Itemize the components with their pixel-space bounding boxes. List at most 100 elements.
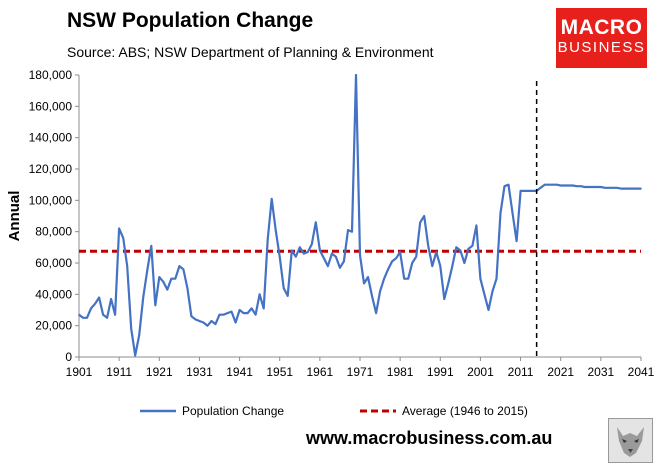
data-point (435, 251, 438, 253)
data-point (122, 237, 124, 239)
data-point (238, 309, 241, 311)
data-point (632, 187, 634, 190)
y-tick-label: 160,000 (29, 99, 73, 113)
data-point (375, 312, 377, 314)
data-point (403, 277, 406, 280)
x-tick-label: 2031 (588, 365, 615, 379)
data-point (126, 265, 128, 267)
data-point (130, 328, 132, 330)
site-url[interactable]: www.macrobusiness.com.au (306, 428, 553, 448)
data-point (539, 187, 542, 189)
legend-label-average: Average (1946 to 2015) (402, 404, 528, 418)
data-point (194, 318, 197, 321)
data-point (443, 298, 446, 300)
population-chart: 0 20,000 40,000 60,000 80,000 100,000 120,000 1… (6, 68, 655, 418)
data-point (246, 312, 249, 314)
data-point (451, 265, 454, 267)
data-point (206, 324, 209, 327)
data-point (295, 255, 297, 258)
data-point (531, 190, 534, 192)
data-point (499, 212, 502, 214)
data-point (198, 320, 201, 322)
data-point (580, 185, 582, 187)
data-point (395, 257, 397, 260)
data-point (383, 277, 385, 280)
data-point (640, 187, 642, 190)
macrobusiness-logo[interactable]: MACRO BUSINESS (556, 8, 647, 68)
data-point (286, 295, 289, 297)
data-point (567, 184, 570, 187)
data-point (134, 354, 136, 357)
data-point (278, 255, 281, 258)
data-point (182, 268, 185, 271)
data-point (202, 321, 205, 324)
data-point (555, 183, 558, 186)
data-point (471, 245, 474, 247)
data-point (303, 252, 305, 255)
page-title: NSW Population Change (67, 9, 314, 32)
data-point (511, 212, 514, 214)
data-point (399, 251, 401, 253)
data-point (262, 307, 265, 310)
x-tick-label: 2041 (628, 365, 655, 379)
data-point (282, 287, 285, 289)
logo-line-2: BUSINESS (557, 39, 646, 56)
data-point (355, 74, 357, 76)
data-point (596, 186, 598, 188)
data-point (86, 317, 88, 319)
data-point (600, 186, 602, 188)
data-point (592, 186, 594, 188)
y-axis-label: Annual (6, 191, 23, 242)
data-point (315, 221, 317, 224)
data-point (78, 313, 80, 316)
data-point (475, 224, 478, 227)
series-layer (78, 73, 642, 357)
data-point (319, 249, 321, 252)
data-point (523, 190, 526, 192)
data-point (90, 307, 92, 310)
x-tick-label: 2001 (467, 365, 494, 379)
y-tick-label: 0 (65, 350, 72, 364)
data-point (363, 282, 365, 285)
data-point (299, 246, 301, 249)
data-point (162, 281, 165, 283)
data-point (455, 246, 458, 249)
x-tick-label: 1931 (186, 365, 213, 379)
data-point (214, 323, 217, 325)
data-point (463, 262, 466, 264)
data-point (351, 230, 353, 233)
data-point (559, 184, 562, 187)
data-point (102, 313, 104, 316)
data-point (254, 313, 257, 316)
x-tick-label: 1901 (66, 365, 93, 379)
x-axis-ticks: 1901 1911 1921 1931 1941 1951 1961 1971 1981 1991… (66, 357, 655, 379)
data-point (158, 276, 161, 278)
y-axis-ticks: 0 20,000 40,000 60,000 80,000 100,000 120,000 1… (29, 68, 79, 364)
data-point (624, 187, 626, 190)
data-point (82, 317, 84, 319)
y-tick-label: 40,000 (35, 287, 72, 301)
data-point (258, 293, 261, 296)
data-point (266, 238, 269, 241)
data-point (487, 309, 490, 311)
data-point (222, 313, 225, 316)
data-point (166, 288, 169, 291)
data-point (636, 187, 638, 190)
data-point (616, 187, 618, 189)
data-point (291, 249, 293, 252)
data-point (242, 312, 245, 314)
data-point (572, 184, 574, 187)
data-point (174, 277, 177, 280)
data-point (387, 268, 389, 271)
data-point (612, 187, 614, 189)
data-point (543, 183, 546, 186)
y-tick-label: 80,000 (35, 225, 72, 239)
data-point (604, 187, 606, 189)
x-tick-label: 1941 (226, 365, 253, 379)
data-point (447, 282, 450, 285)
legend: Population Change Average (1946 to 2015) (140, 404, 528, 418)
legend-label-population: Population Change (182, 404, 284, 418)
data-point (507, 183, 510, 186)
data-point (110, 298, 112, 300)
data-point (367, 276, 369, 278)
